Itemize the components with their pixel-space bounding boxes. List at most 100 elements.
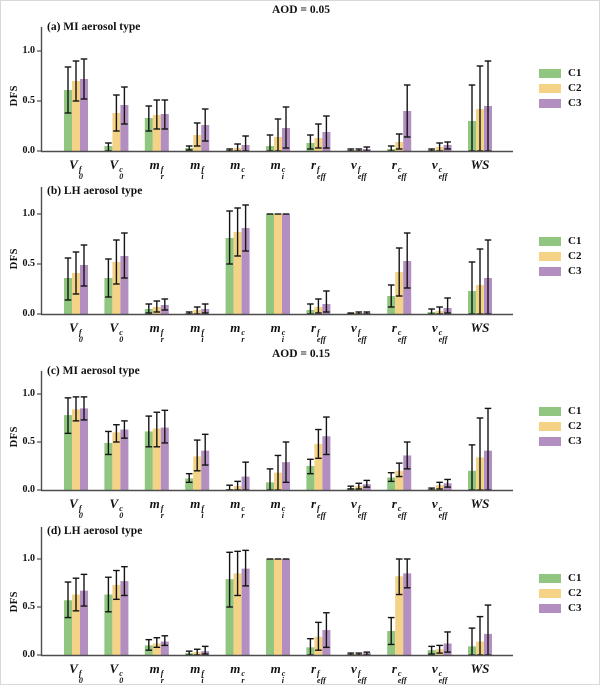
category-label: r c eff	[391, 661, 407, 685]
legend-item: C2	[539, 421, 581, 432]
category-label: v c eff	[431, 661, 448, 685]
legend-label: C1	[568, 405, 582, 417]
legend-swatch-icon	[539, 84, 561, 93]
bar-plot	[37, 187, 513, 316]
legend-swatch-icon	[539, 589, 561, 598]
legend-swatch-icon	[539, 422, 561, 431]
bar-plot	[37, 527, 513, 657]
legend-swatch-icon	[539, 407, 561, 416]
legend-label: C3	[568, 602, 582, 614]
legend-label: C3	[568, 265, 582, 277]
legend-label: C3	[568, 435, 582, 447]
y-tick-label: 0.5	[22, 601, 36, 612]
legend-item: C2	[539, 83, 581, 94]
legend-swatch-icon	[539, 99, 561, 108]
legend-item: C3	[539, 266, 581, 277]
panel-c-mi-aod015: AOD = 0.15 (c) MI aerosol type DFS 0.0 0.…	[1, 345, 599, 520]
legend-item: C2	[539, 251, 581, 262]
y-tick-label: 1.0	[22, 388, 36, 399]
panel-label: (b) LH aerosol type	[47, 185, 143, 197]
category-label: v f eff	[351, 320, 367, 344]
y-tick-label: 0.5	[22, 436, 36, 447]
category-label: v c eff	[431, 320, 448, 344]
category-label: v f eff	[351, 661, 367, 685]
legend-label: C2	[568, 420, 582, 432]
category-label: WS	[470, 157, 490, 172]
category-label: v f eff	[351, 157, 367, 181]
legend-item: C1	[539, 573, 581, 584]
category-label: r c eff	[391, 320, 407, 344]
legend-item: C3	[539, 603, 581, 614]
y-tick-label: 0.0	[22, 308, 36, 319]
legend-label: C1	[568, 235, 582, 247]
y-tick-label: 1.0	[22, 553, 36, 564]
legend-swatch-icon	[539, 437, 561, 446]
category-label: v c eff	[431, 496, 448, 520]
panel-label: (d) LH aerosol type	[47, 525, 143, 537]
legend-label: C2	[568, 82, 582, 94]
category-label: WS	[470, 661, 490, 676]
legend-swatch-icon	[539, 69, 561, 78]
legend-label: C2	[568, 250, 582, 262]
category-label: r f eff	[310, 661, 326, 685]
y-tick-label: 0.0	[22, 649, 36, 660]
legend-label: C2	[568, 587, 582, 599]
legend-swatch-icon	[539, 252, 561, 261]
bar-plot	[37, 27, 513, 153]
panel-a-mi-aod005: AOD = 0.05 (a) MI aerosol type DFS 0.0 0.…	[1, 1, 599, 180]
category-label: WS	[470, 320, 490, 335]
y-tick-label: 0.5	[22, 95, 36, 106]
category-label: WS	[470, 496, 490, 511]
legend-swatch-icon	[539, 574, 561, 583]
category-label: r c eff	[391, 496, 407, 520]
legend-label: C1	[568, 67, 582, 79]
legend-swatch-icon	[539, 237, 561, 246]
legend-item: C3	[539, 436, 581, 447]
legend-label: C1	[568, 572, 582, 584]
legend-item: C1	[539, 406, 581, 417]
legend-item: C3	[539, 98, 581, 109]
legend-swatch-icon	[539, 267, 561, 276]
legend-item: C1	[539, 236, 581, 247]
category-label: r f eff	[310, 496, 326, 520]
category-label: v f eff	[351, 496, 367, 520]
y-tick-label: 1.0	[22, 45, 36, 56]
legend-item: C1	[539, 68, 581, 79]
y-tick-label: 1.0	[22, 208, 36, 219]
y-tick-label: 0.0	[22, 145, 36, 156]
panel-label: (a) MI aerosol type	[47, 21, 141, 33]
y-tick-label: 0.5	[22, 258, 36, 269]
panel-label: (c) MI aerosol type	[47, 365, 140, 377]
category-label: r f eff	[310, 320, 326, 344]
category-label: r f eff	[310, 157, 326, 181]
bar-plot	[37, 371, 513, 492]
y-tick-label: 0.0	[22, 484, 36, 495]
legend-item: C2	[539, 588, 581, 599]
legend-swatch-icon	[539, 604, 561, 613]
category-label: v c eff	[431, 157, 448, 181]
aod-title: AOD = 0.15	[272, 348, 330, 360]
category-label: r c eff	[391, 157, 407, 181]
